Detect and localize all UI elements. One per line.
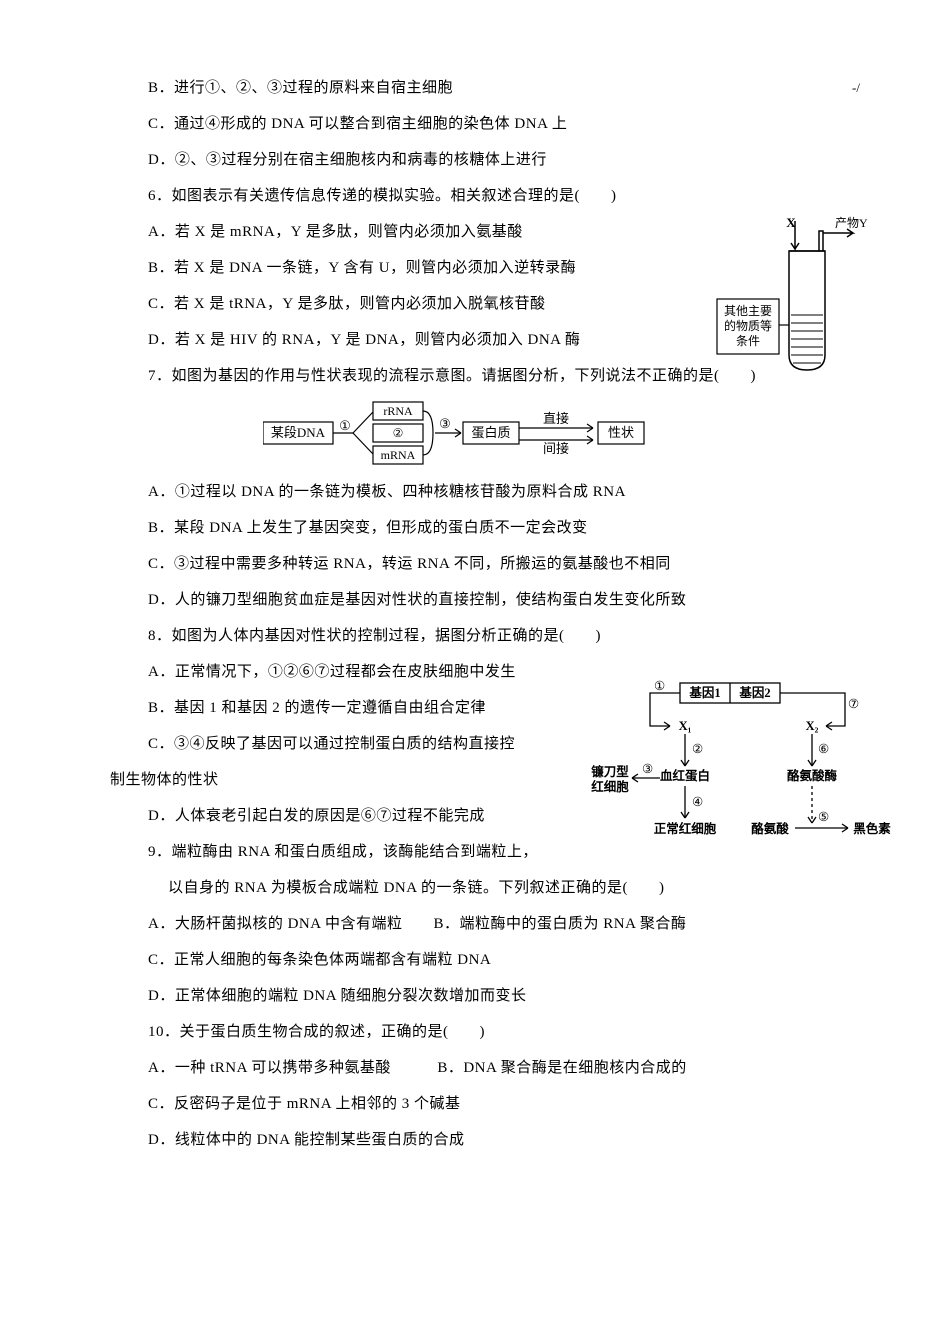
gene-x2: X₂	[806, 719, 819, 733]
q8-gene-diagram: 基因1 基因2 ① ⑦ X₁ X₂ ② ⑥ 镰刀型 红细胞 ③ 血红蛋白 酪氨酸…	[590, 678, 895, 863]
tube-side-1: 其他主要	[724, 304, 772, 318]
q7-flow-diagram: 某段DNA ① rRNA ② mRNA ③ 蛋白质	[263, 398, 703, 468]
gene-a7: ⑦	[848, 697, 859, 711]
question-6: 6．如图表示有关遗传信息传递的模拟实验。相关叙述合理的是( )	[148, 178, 855, 214]
gene-x1: X₁	[679, 719, 692, 733]
tube-label-y: 产物Y	[835, 216, 868, 230]
flow-arrow-1: ①	[339, 418, 351, 433]
option-c: C．通过④形成的 DNA 可以整合到宿主细胞的染色体 DNA 上	[148, 106, 855, 142]
tube-side-3: 条件	[736, 334, 760, 348]
gene-normal-rbc: 正常红细胞	[654, 821, 717, 836]
flow-mrna: mRNA	[380, 448, 415, 462]
q7-option-a: A．①过程以 DNA 的一条链为模板、四种核糖核苷酸为原料合成 RNA	[148, 474, 855, 510]
question-8: 8．如图为人体内基因对性状的控制过程，据图分析正确的是( )	[148, 618, 855, 654]
q7-option-c: C．③过程中需要多种转运 RNA，转运 RNA 不同，所搬运的氨基酸也不相同	[148, 546, 855, 582]
question-9-tail: 以自身的 RNA 为模板合成端粒 DNA 的一条链。下列叙述正确的是( )	[168, 870, 855, 906]
q10-option-c: C．反密码子是位于 mRNA 上相邻的 3 个碱基	[148, 1086, 855, 1122]
gene-tyrosine: 酪氨酸	[751, 821, 789, 836]
flow-trna-num: ②	[392, 426, 403, 440]
flow-arrow-3: ③	[439, 416, 451, 431]
flow-protein: 蛋白质	[471, 425, 510, 440]
gene-redcell: 红细胞	[591, 779, 629, 794]
gene-a1: ①	[654, 679, 665, 693]
q7-option-b: B．某段 DNA 上发生了基因突变，但形成的蛋白质不一定会改变	[148, 510, 855, 546]
gene-sickle: 镰刀型	[591, 764, 629, 779]
gene-melanin: 黑色素	[853, 821, 891, 836]
flow-rrna: rRNA	[383, 404, 413, 418]
gene2-label: 基因2	[738, 685, 770, 700]
question-10: 10．关于蛋白质生物合成的叙述，正确的是( )	[148, 1014, 855, 1050]
option-b: B．进行①、②、③过程的原料来自宿主细胞	[148, 70, 855, 106]
gene-a3: ③	[642, 762, 653, 776]
gene-a2: ②	[692, 742, 703, 756]
flow-direct: 直接	[542, 411, 568, 426]
q9-option-d: D．正常体细胞的端粒 DNA 随细胞分裂次数增加而变长	[148, 978, 855, 1014]
q9-option-c: C．正常人细胞的每条染色体两端都含有端粒 DNA	[148, 942, 855, 978]
flow-trait: 性状	[607, 425, 633, 440]
flow-box-dna: 某段DNA	[270, 425, 325, 440]
q10-option-d: D．线粒体中的 DNA 能控制某些蛋白质的合成	[148, 1122, 855, 1158]
q7-option-d: D．人的镰刀型细胞贫血症是基因对性状的直接控制，使结构蛋白发生变化所致	[148, 582, 855, 618]
gene-a4: ④	[692, 795, 703, 809]
tube-side-2: 的物质等	[724, 318, 772, 333]
page-marker: -/	[852, 72, 860, 103]
q9-option-ab: A．大肠杆菌拟核的 DNA 中含有端粒 B．端粒酶中的蛋白质为 RNA 聚合酶	[148, 906, 855, 942]
flow-indirect: 间接	[542, 441, 568, 456]
gene-hemoglobin: 血红蛋白	[660, 768, 710, 783]
gene-tyrosinase: 酪氨酸酶	[787, 768, 838, 783]
q6-tube-diagram: X 产物Y 其他主要 的物质等 条件	[715, 215, 875, 375]
gene-a5: ⑤	[818, 810, 829, 824]
q10-option-ab: A．一种 tRNA 可以携带多种氨基酸 B．DNA 聚合酶是在细胞核内合成的	[148, 1050, 855, 1086]
option-d: D．②、③过程分别在宿主细胞核内和病毒的核糖体上进行	[148, 142, 855, 178]
gene1-label: 基因1	[688, 685, 720, 700]
gene-a6: ⑥	[818, 742, 829, 756]
